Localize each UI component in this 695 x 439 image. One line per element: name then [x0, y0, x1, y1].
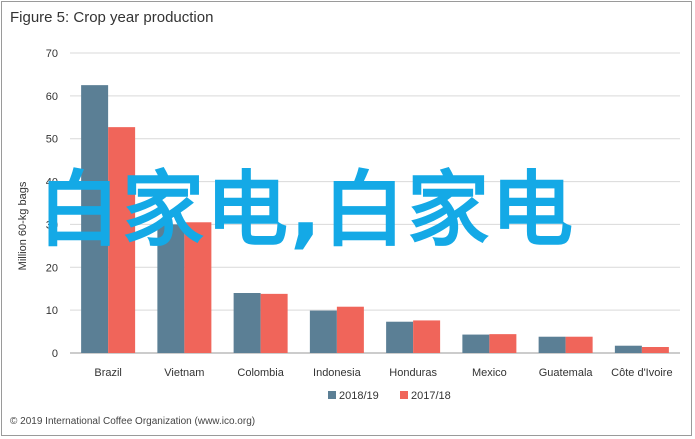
bar-2017-18-3 [336, 306, 364, 353]
x-tick-label: Honduras [389, 367, 437, 379]
legend-label: 2017/18 [411, 390, 451, 402]
bar-2017-18-1 [184, 222, 212, 353]
y-tick-label: 50 [46, 134, 58, 146]
bar-2017-18-0 [108, 127, 136, 354]
legend: 2018/19 2017/18 [328, 390, 451, 402]
bar-2018-19-6 [538, 336, 566, 353]
bar-2017-18-2 [260, 293, 288, 353]
bar-2018-19-0 [81, 85, 109, 354]
y-tick-label: 10 [46, 305, 58, 317]
copyright-credit: © 2019 International Coffee Organization… [10, 416, 256, 427]
bar-2018-19-7 [614, 345, 642, 353]
bar-2018-19-5 [462, 334, 490, 353]
y-tick-label: 60 [46, 91, 58, 103]
bar-2017-18-4 [413, 320, 441, 353]
watermark-overlay: 白家电,白家电 [38, 163, 576, 258]
y-tick-label: 0 [52, 348, 58, 360]
x-tick-label: Colombia [237, 367, 284, 379]
bar-2017-18-5 [489, 334, 517, 353]
x-tick-label: Côte d'Ivoire [611, 367, 672, 379]
x-tick-label: Brazil [94, 367, 122, 379]
y-tick-label: 70 [46, 48, 58, 60]
x-tick-label: Guatemala [539, 367, 594, 379]
bar-2017-18-7 [641, 347, 669, 353]
y-tick-label: 40 [46, 177, 58, 189]
bar-2018-19-1 [157, 224, 185, 353]
legend-swatch [400, 391, 408, 399]
y-tick-label: 20 [46, 262, 58, 274]
legend-swatch [328, 391, 336, 399]
legend-label: 2018/19 [339, 390, 379, 402]
bar-2018-19-4 [386, 321, 414, 353]
x-tick-label: Mexico [472, 367, 507, 379]
x-tick-labels: Brazil Vietnam Colombia Indonesia Honduras Me… [94, 367, 672, 379]
gridlines [70, 52, 680, 354]
x-tick-label: Indonesia [313, 367, 362, 379]
bar-2017-18-6 [565, 336, 593, 353]
x-tick-label: Vietnam [164, 367, 204, 379]
y-axis-title: Million 60-kg bags [17, 181, 29, 270]
y-tick-label: 30 [46, 219, 58, 231]
bar-2018-19-3 [309, 310, 337, 353]
chart-title: Figure 5: Crop year production [10, 9, 214, 26]
y-tick-labels: 0 10 20 30 40 50 60 70 [46, 48, 58, 360]
bars [81, 85, 669, 354]
bar-2018-19-2 [233, 293, 261, 353]
